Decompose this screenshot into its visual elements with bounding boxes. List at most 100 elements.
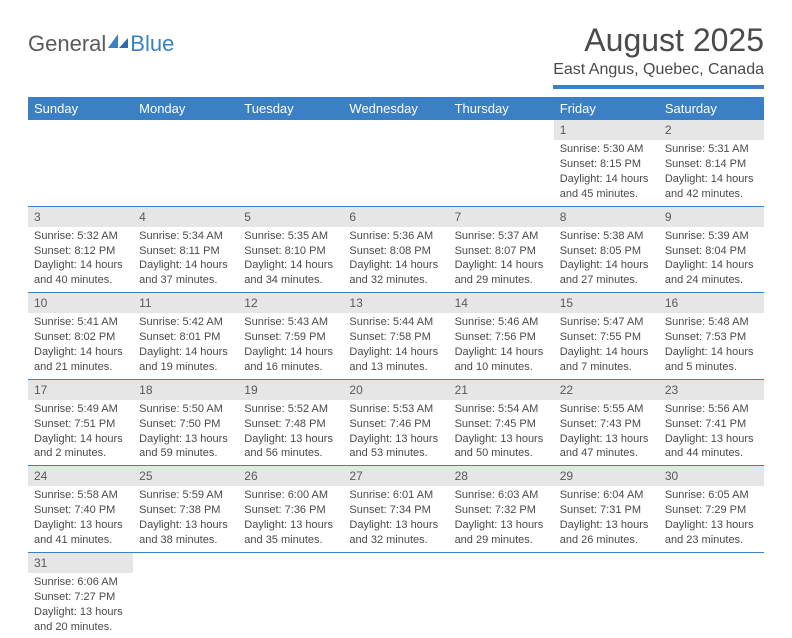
day-line-d2: and 56 minutes. bbox=[244, 446, 337, 461]
day-line-ss: Sunset: 8:14 PM bbox=[665, 157, 758, 172]
calendar-cell: 23Sunrise: 5:56 AMSunset: 7:41 PMDayligh… bbox=[659, 379, 764, 466]
calendar-row: 24Sunrise: 5:58 AMSunset: 7:40 PMDayligh… bbox=[28, 466, 764, 553]
calendar-row: 1Sunrise: 5:30 AMSunset: 8:15 PMDaylight… bbox=[28, 120, 764, 206]
day-line-d1: Daylight: 14 hours bbox=[665, 172, 758, 187]
day-body: Sunrise: 5:49 AMSunset: 7:51 PMDaylight:… bbox=[28, 400, 133, 465]
day-line-d2: and 24 minutes. bbox=[665, 273, 758, 288]
day-line-sr: Sunrise: 6:01 AM bbox=[349, 488, 442, 503]
day-line-ss: Sunset: 8:12 PM bbox=[34, 244, 127, 259]
day-line-d2: and 16 minutes. bbox=[244, 360, 337, 375]
calendar-cell: 5Sunrise: 5:35 AMSunset: 8:10 PMDaylight… bbox=[238, 206, 343, 293]
day-line-sr: Sunrise: 5:36 AM bbox=[349, 229, 442, 244]
logo: General Blue bbox=[28, 22, 174, 60]
day-line-sr: Sunrise: 5:49 AM bbox=[34, 402, 127, 417]
day-body: Sunrise: 5:35 AMSunset: 8:10 PMDaylight:… bbox=[238, 227, 343, 292]
calendar-cell: 9Sunrise: 5:39 AMSunset: 8:04 PMDaylight… bbox=[659, 206, 764, 293]
day-line-d1: Daylight: 14 hours bbox=[139, 258, 232, 273]
day-line-sr: Sunrise: 5:59 AM bbox=[139, 488, 232, 503]
day-line-sr: Sunrise: 5:48 AM bbox=[665, 315, 758, 330]
day-number: 6 bbox=[343, 207, 448, 227]
calendar-cell: 17Sunrise: 5:49 AMSunset: 7:51 PMDayligh… bbox=[28, 379, 133, 466]
logo-word1: General bbox=[28, 31, 106, 57]
day-body: Sunrise: 6:05 AMSunset: 7:29 PMDaylight:… bbox=[659, 486, 764, 551]
day-line-d2: and 5 minutes. bbox=[665, 360, 758, 375]
day-line-sr: Sunrise: 5:31 AM bbox=[665, 142, 758, 157]
weekday-header: Monday bbox=[133, 97, 238, 120]
calendar-head: SundayMondayTuesdayWednesdayThursdayFrid… bbox=[28, 97, 764, 120]
day-line-sr: Sunrise: 5:44 AM bbox=[349, 315, 442, 330]
weekday-header: Saturday bbox=[659, 97, 764, 120]
day-body: Sunrise: 5:58 AMSunset: 7:40 PMDaylight:… bbox=[28, 486, 133, 551]
day-line-d1: Daylight: 14 hours bbox=[139, 345, 232, 360]
calendar-row: 31Sunrise: 6:06 AMSunset: 7:27 PMDayligh… bbox=[28, 552, 764, 638]
day-line-d2: and 44 minutes. bbox=[665, 446, 758, 461]
day-line-ss: Sunset: 7:50 PM bbox=[139, 417, 232, 432]
day-line-sr: Sunrise: 5:43 AM bbox=[244, 315, 337, 330]
day-number: 8 bbox=[554, 207, 659, 227]
day-body: Sunrise: 5:54 AMSunset: 7:45 PMDaylight:… bbox=[449, 400, 554, 465]
calendar-cell bbox=[133, 120, 238, 206]
day-line-d1: Daylight: 14 hours bbox=[560, 345, 653, 360]
day-line-sr: Sunrise: 5:35 AM bbox=[244, 229, 337, 244]
day-line-d1: Daylight: 13 hours bbox=[244, 432, 337, 447]
calendar-cell: 28Sunrise: 6:03 AMSunset: 7:32 PMDayligh… bbox=[449, 466, 554, 553]
day-line-d1: Daylight: 14 hours bbox=[665, 345, 758, 360]
calendar-cell: 24Sunrise: 5:58 AMSunset: 7:40 PMDayligh… bbox=[28, 466, 133, 553]
day-line-d1: Daylight: 14 hours bbox=[455, 258, 548, 273]
day-line-ss: Sunset: 7:34 PM bbox=[349, 503, 442, 518]
day-line-d1: Daylight: 14 hours bbox=[34, 258, 127, 273]
header: General Blue August 2025 East Angus, Que… bbox=[28, 22, 764, 89]
day-line-d2: and 29 minutes. bbox=[455, 273, 548, 288]
day-line-d2: and 53 minutes. bbox=[349, 446, 442, 461]
day-line-sr: Sunrise: 5:41 AM bbox=[34, 315, 127, 330]
weekday-header: Sunday bbox=[28, 97, 133, 120]
day-line-d2: and 2 minutes. bbox=[34, 446, 127, 461]
day-number: 16 bbox=[659, 293, 764, 313]
day-number: 23 bbox=[659, 380, 764, 400]
day-body: Sunrise: 5:56 AMSunset: 7:41 PMDaylight:… bbox=[659, 400, 764, 465]
weekday-header: Thursday bbox=[449, 97, 554, 120]
calendar-row: 17Sunrise: 5:49 AMSunset: 7:51 PMDayligh… bbox=[28, 379, 764, 466]
calendar-cell: 6Sunrise: 5:36 AMSunset: 8:08 PMDaylight… bbox=[343, 206, 448, 293]
day-line-d1: Daylight: 13 hours bbox=[455, 518, 548, 533]
day-body: Sunrise: 5:44 AMSunset: 7:58 PMDaylight:… bbox=[343, 313, 448, 378]
day-line-ss: Sunset: 7:31 PM bbox=[560, 503, 653, 518]
day-line-sr: Sunrise: 5:52 AM bbox=[244, 402, 337, 417]
day-line-d1: Daylight: 14 hours bbox=[349, 345, 442, 360]
day-line-d1: Daylight: 13 hours bbox=[139, 432, 232, 447]
day-number: 21 bbox=[449, 380, 554, 400]
day-line-d2: and 10 minutes. bbox=[455, 360, 548, 375]
day-line-sr: Sunrise: 6:04 AM bbox=[560, 488, 653, 503]
calendar-cell: 30Sunrise: 6:05 AMSunset: 7:29 PMDayligh… bbox=[659, 466, 764, 553]
day-line-ss: Sunset: 8:15 PM bbox=[560, 157, 653, 172]
calendar-row: 10Sunrise: 5:41 AMSunset: 8:02 PMDayligh… bbox=[28, 293, 764, 380]
day-line-d2: and 47 minutes. bbox=[560, 446, 653, 461]
calendar-cell: 27Sunrise: 6:01 AMSunset: 7:34 PMDayligh… bbox=[343, 466, 448, 553]
day-line-d2: and 37 minutes. bbox=[139, 273, 232, 288]
calendar-cell: 14Sunrise: 5:46 AMSunset: 7:56 PMDayligh… bbox=[449, 293, 554, 380]
day-line-ss: Sunset: 8:07 PM bbox=[455, 244, 548, 259]
day-line-sr: Sunrise: 5:50 AM bbox=[139, 402, 232, 417]
day-line-d2: and 19 minutes. bbox=[139, 360, 232, 375]
day-body: Sunrise: 5:59 AMSunset: 7:38 PMDaylight:… bbox=[133, 486, 238, 551]
day-line-d2: and 7 minutes. bbox=[560, 360, 653, 375]
day-line-ss: Sunset: 7:59 PM bbox=[244, 330, 337, 345]
calendar-cell: 3Sunrise: 5:32 AMSunset: 8:12 PMDaylight… bbox=[28, 206, 133, 293]
calendar-cell: 2Sunrise: 5:31 AMSunset: 8:14 PMDaylight… bbox=[659, 120, 764, 206]
day-line-ss: Sunset: 8:08 PM bbox=[349, 244, 442, 259]
day-line-d1: Daylight: 13 hours bbox=[244, 518, 337, 533]
day-line-sr: Sunrise: 6:00 AM bbox=[244, 488, 337, 503]
day-line-d1: Daylight: 13 hours bbox=[665, 432, 758, 447]
day-line-ss: Sunset: 8:11 PM bbox=[139, 244, 232, 259]
day-line-ss: Sunset: 7:55 PM bbox=[560, 330, 653, 345]
day-line-ss: Sunset: 7:27 PM bbox=[34, 590, 127, 605]
calendar-cell bbox=[449, 552, 554, 638]
day-body: Sunrise: 6:03 AMSunset: 7:32 PMDaylight:… bbox=[449, 486, 554, 551]
day-line-ss: Sunset: 7:43 PM bbox=[560, 417, 653, 432]
day-line-ss: Sunset: 8:04 PM bbox=[665, 244, 758, 259]
month-title: August 2025 bbox=[553, 22, 764, 59]
day-line-d1: Daylight: 14 hours bbox=[34, 345, 127, 360]
day-line-d1: Daylight: 13 hours bbox=[349, 432, 442, 447]
day-line-d1: Daylight: 13 hours bbox=[560, 518, 653, 533]
day-line-d2: and 27 minutes. bbox=[560, 273, 653, 288]
